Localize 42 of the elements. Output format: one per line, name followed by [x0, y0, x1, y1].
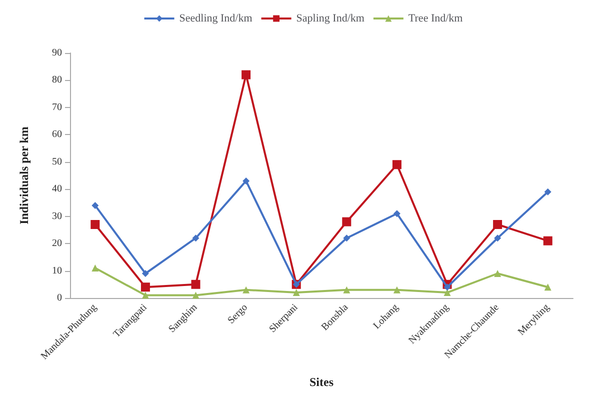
- y-tick-label: 10: [52, 265, 62, 276]
- point: [393, 210, 400, 218]
- y-tick-label: 90: [52, 48, 62, 58]
- y-tick-label: 70: [52, 102, 62, 113]
- point: [242, 70, 251, 80]
- point: [544, 284, 552, 291]
- point: [192, 292, 200, 299]
- point: [92, 202, 99, 209]
- point: [92, 264, 99, 272]
- point: [494, 234, 502, 242]
- point: [90, 220, 100, 229]
- point: [142, 270, 149, 277]
- point: [493, 220, 502, 229]
- y-tick-label: 60: [52, 129, 62, 140]
- point: [242, 286, 250, 294]
- point: [544, 188, 552, 196]
- point: [494, 270, 502, 277]
- point: [192, 234, 200, 242]
- point: [343, 234, 350, 242]
- point: [393, 286, 400, 294]
- y-tick-label: 50: [52, 156, 62, 168]
- point: [392, 160, 402, 170]
- point: [342, 217, 352, 226]
- legend-label: Sapling Ind/km: [296, 12, 365, 24]
- x-axis-title: Sites: [310, 375, 334, 389]
- point: [242, 177, 250, 184]
- point: [444, 284, 451, 291]
- y-tick-label: 80: [52, 74, 62, 86]
- point: [191, 280, 200, 289]
- point: [543, 236, 552, 246]
- point: [142, 292, 149, 299]
- point: [444, 289, 451, 296]
- point: [343, 286, 350, 294]
- legend-label: Tree Ind/km: [408, 12, 464, 24]
- y-tick-label: 0: [57, 292, 62, 304]
- y-tick-label: 40: [52, 184, 62, 195]
- y-tick-label: 20: [52, 238, 62, 250]
- legend-label: Seedling Ind/km: [179, 12, 253, 24]
- point: [140, 282, 150, 292]
- point: [292, 289, 300, 296]
- y-tick-label: 30: [52, 210, 62, 222]
- y-axis-title: Individuals per km: [17, 126, 31, 224]
